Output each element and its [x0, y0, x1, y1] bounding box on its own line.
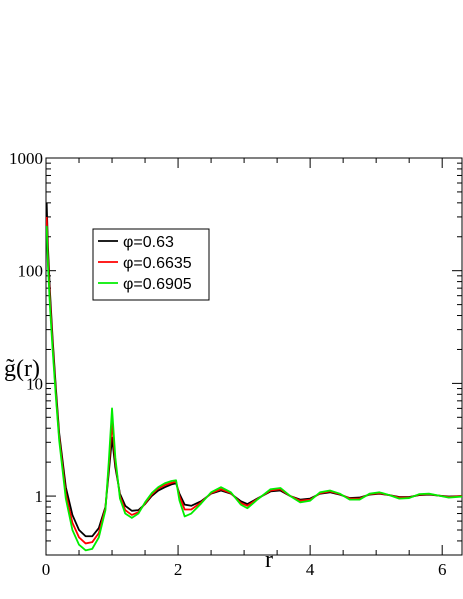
y-tick-label: 1: [35, 487, 44, 506]
x-tick-label: 6: [438, 560, 447, 579]
series-layer: [46, 202, 462, 552]
x-tick-label: 4: [306, 560, 315, 579]
x-axis-label: r: [265, 547, 273, 573]
legend: φ=0.63 φ=0.6635 φ=0.6905: [92, 228, 210, 301]
series-line-3: [46, 225, 462, 552]
legend-label-3: φ=0.6905: [123, 276, 192, 293]
y-tick-label: 1000: [9, 149, 43, 168]
y-tick-label: 10: [26, 374, 43, 393]
ticks-layer: 0 2 4 6 1 10 100 1000: [9, 149, 462, 579]
x-tick-label: 2: [174, 560, 183, 579]
plot-frame: [45, 157, 463, 556]
x-tick-label: 0: [42, 560, 51, 579]
legend-label-2: φ=0.6635: [123, 255, 192, 272]
y-tick-label: 100: [18, 262, 44, 281]
legend-label-1: φ=0.63: [123, 234, 174, 251]
y-axis-label: g̃(r): [4, 356, 40, 382]
